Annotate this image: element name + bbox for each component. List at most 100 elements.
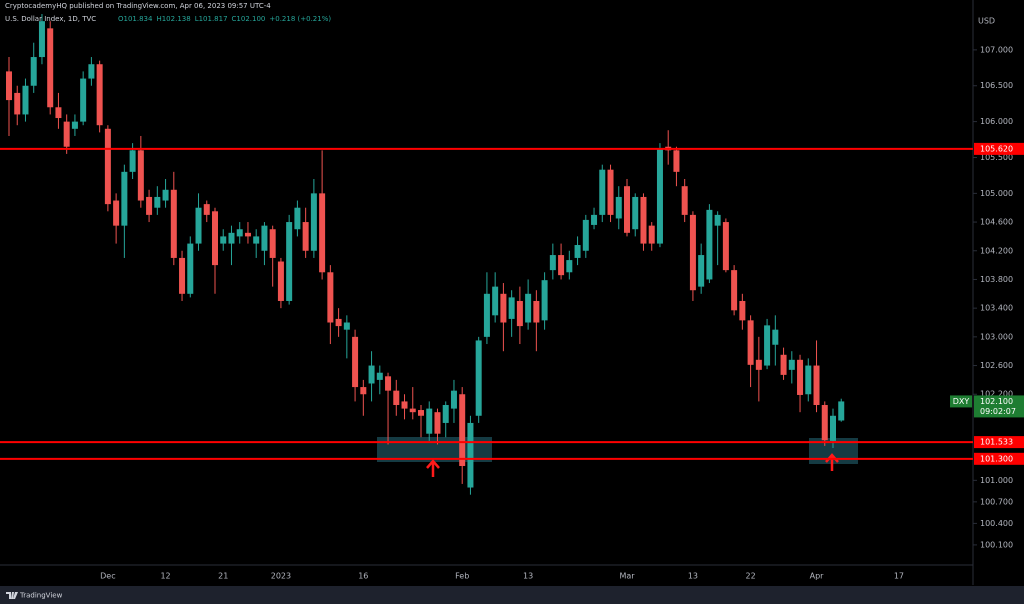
candle-body bbox=[80, 78, 87, 122]
candle-body bbox=[558, 255, 565, 276]
price-label: 101.533 bbox=[980, 438, 1013, 447]
candle-body bbox=[376, 372, 383, 380]
candle-body bbox=[772, 329, 779, 345]
candle-body bbox=[764, 325, 771, 366]
x-tick-label: 12 bbox=[160, 572, 170, 581]
candle-body bbox=[821, 405, 828, 441]
candle-body bbox=[780, 354, 787, 375]
candle-body bbox=[277, 261, 284, 301]
candle-body bbox=[253, 236, 260, 244]
candles bbox=[6, 14, 845, 495]
candle-body bbox=[401, 401, 408, 409]
candle-body bbox=[797, 359, 804, 395]
candle-body bbox=[179, 257, 186, 294]
price-label-bg bbox=[974, 142, 1024, 155]
y-tick-label: 103.000 bbox=[980, 332, 1013, 341]
price-label: 105.620 bbox=[980, 144, 1013, 153]
candle-body bbox=[269, 229, 276, 258]
x-tick-label: 16 bbox=[358, 572, 368, 581]
candle-body bbox=[492, 286, 499, 316]
candle-body bbox=[236, 229, 243, 237]
candle-body bbox=[228, 232, 235, 244]
candle-body bbox=[582, 219, 589, 251]
candle-body bbox=[805, 365, 812, 395]
x-tick-label: Apr bbox=[810, 572, 825, 581]
candle-body bbox=[450, 390, 457, 409]
candle-body bbox=[96, 64, 103, 126]
y-tick-label: 105.000 bbox=[980, 189, 1013, 198]
ohlc-value: H102.138 bbox=[156, 15, 190, 23]
y-tick-label: 107.000 bbox=[980, 45, 1013, 54]
candle-body bbox=[195, 207, 202, 244]
footer bbox=[0, 586, 1024, 604]
candle-body bbox=[731, 270, 738, 311]
candle-body bbox=[121, 171, 128, 226]
y-tick-label: 103.800 bbox=[980, 275, 1013, 284]
candle-body bbox=[714, 214, 721, 226]
candle-body bbox=[22, 85, 29, 115]
candle-body bbox=[47, 28, 54, 108]
ohlc-value: L101.817 bbox=[195, 15, 228, 23]
y-tick-label: 100.400 bbox=[980, 519, 1013, 528]
x-tick-label: Mar bbox=[619, 572, 635, 581]
candle-body bbox=[442, 405, 449, 423]
candle-body bbox=[673, 150, 680, 172]
candle-body bbox=[187, 243, 194, 294]
candle-body bbox=[203, 204, 210, 215]
y-tick-label: 100.700 bbox=[980, 497, 1013, 506]
candle-body bbox=[689, 214, 696, 291]
candle-body bbox=[146, 196, 153, 215]
candle-body bbox=[170, 189, 177, 258]
last-price-bg bbox=[974, 395, 1024, 418]
candle-body bbox=[212, 211, 218, 266]
candle-body bbox=[467, 422, 474, 488]
x-tick-label: 21 bbox=[218, 572, 228, 581]
candle-body bbox=[360, 387, 367, 395]
candle-body bbox=[104, 128, 111, 205]
y-tick-label: 106.500 bbox=[980, 81, 1013, 90]
candle-body bbox=[475, 340, 482, 416]
candle-body bbox=[14, 92, 21, 115]
price-label-bg bbox=[974, 436, 1024, 449]
watermark: TradingView bbox=[19, 592, 63, 600]
x-tick-label: 22 bbox=[746, 572, 756, 581]
candle-body bbox=[310, 193, 317, 251]
candle-body bbox=[55, 107, 62, 119]
candle-body bbox=[6, 71, 12, 101]
candle-body bbox=[137, 150, 144, 201]
candle-body bbox=[541, 280, 548, 321]
candle-body bbox=[607, 169, 614, 215]
x-tick-label: 13 bbox=[688, 572, 698, 581]
symbol-label: DXY bbox=[953, 397, 970, 406]
candle-body bbox=[335, 318, 342, 327]
candle-body bbox=[319, 193, 326, 273]
x-tick-label: Dec bbox=[100, 572, 115, 581]
y-tick-label: 102.200 bbox=[980, 390, 1013, 399]
candle-body bbox=[549, 255, 556, 271]
candle-body bbox=[525, 293, 532, 323]
candle-body bbox=[706, 209, 713, 280]
publisher: CryptocademyHQ published on TradingView.… bbox=[5, 2, 271, 10]
candle-body bbox=[409, 408, 416, 413]
candle-body bbox=[640, 196, 647, 244]
logo bbox=[6, 592, 18, 599]
candle-body bbox=[574, 245, 581, 258]
candle-body bbox=[426, 408, 433, 434]
candle-body bbox=[747, 320, 754, 365]
y-tick-label: 101.000 bbox=[980, 476, 1013, 485]
candle-body bbox=[722, 222, 729, 271]
symbol: U.S. Dollar Index, 1D, TVC bbox=[5, 15, 96, 23]
candle-body bbox=[508, 297, 515, 319]
candle-body bbox=[393, 390, 400, 406]
candle-body bbox=[698, 255, 705, 287]
candle-body bbox=[624, 186, 630, 233]
candle-body bbox=[418, 410, 424, 416]
x-tick-label: 17 bbox=[894, 572, 904, 581]
currency: USD bbox=[978, 17, 995, 26]
x-tick-label: 2023 bbox=[271, 572, 291, 581]
y-tick-label: 104.600 bbox=[980, 218, 1013, 227]
x-tick-label: Feb bbox=[455, 572, 469, 581]
last-price-label: 102.100 bbox=[980, 397, 1013, 406]
x-tick-label: 13 bbox=[523, 572, 533, 581]
